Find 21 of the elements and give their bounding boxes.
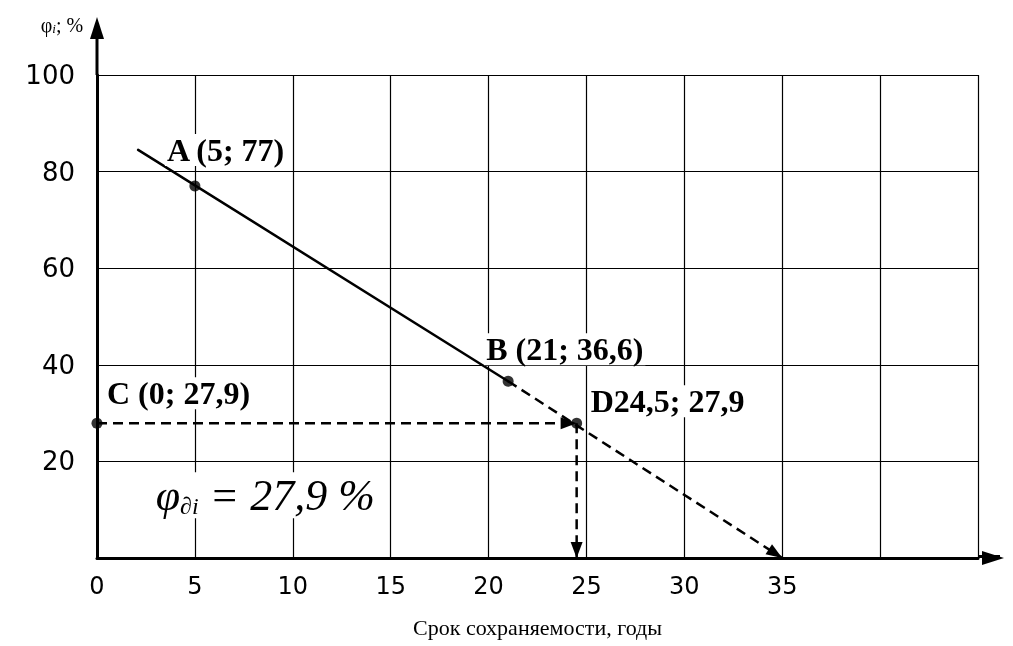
x-axis-title: Срок сохраняемости, годы — [413, 614, 663, 640]
x-tick-label: 5 — [187, 572, 203, 600]
annotation: D24,5; 27,9 — [590, 383, 745, 420]
y-tick-label: 20 — [41, 446, 75, 477]
x-tick-label: 25 — [571, 572, 602, 600]
x-tick-label: 20 — [473, 572, 504, 600]
x-tick-label: 0 — [89, 572, 105, 600]
annotation: A (5; 77) — [166, 132, 285, 169]
x-tick-label: 35 — [766, 572, 798, 600]
annotation: C (0; 27,9) — [107, 375, 251, 412]
annotation: B (21; 36,6) — [486, 331, 644, 368]
annotation: φ∂i = 27,9 % — [155, 470, 375, 520]
y-tick-label: 60 — [41, 253, 75, 284]
x-tick-label: 10 — [277, 572, 309, 600]
y-axis-title: φi; % — [40, 13, 84, 37]
y-tick-label: 100 — [25, 60, 75, 90]
y-tick-label: 80 — [41, 156, 75, 187]
x-tick-label: 15 — [375, 572, 406, 600]
y-tick-label: 40 — [41, 349, 75, 380]
point — [189, 180, 201, 192]
x-tick-label: 30 — [669, 572, 700, 600]
